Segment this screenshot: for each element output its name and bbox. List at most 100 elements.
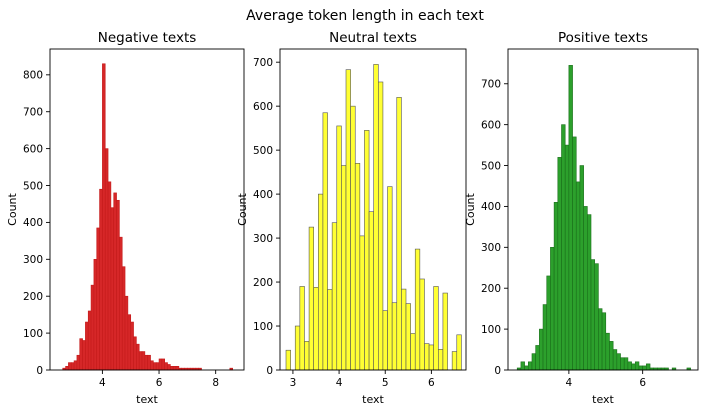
negative-texts-bar xyxy=(102,63,106,371)
neutral-texts-bar xyxy=(401,288,407,371)
positive-texts-bar xyxy=(535,345,540,371)
neutral-texts-x-tick-label: 6 xyxy=(428,377,435,389)
neutral-texts-y-tick-label: 400 xyxy=(253,189,273,201)
positive-texts-bar xyxy=(623,357,629,371)
neutral-texts-panel: 3 4 5 6 0 100 200 300 400 500 600 700 Neutral texts t… xyxy=(236,30,467,406)
neutral-texts-bar xyxy=(331,222,338,371)
negative-texts-bar xyxy=(119,236,123,371)
positive-texts-panel: 4 6 0 100 200 300 400 500 600 700 Positive texts te… xyxy=(464,30,699,406)
negative-texts-bars xyxy=(62,63,233,371)
positive-texts-bar xyxy=(572,136,577,371)
positive-texts-title: Positive texts xyxy=(558,30,648,46)
positive-texts-bar xyxy=(594,263,599,371)
negative-texts-y-tick-label: 200 xyxy=(23,291,43,303)
positive-texts-y-axis-label: Count xyxy=(464,192,477,225)
neutral-texts-bar xyxy=(354,163,361,371)
positive-texts-bar xyxy=(524,365,529,371)
positive-texts-bar xyxy=(527,361,533,371)
neutral-texts-title: Neutral texts xyxy=(329,30,417,46)
positive-texts-bar xyxy=(553,202,559,371)
neutral-texts-bar xyxy=(304,341,310,371)
positive-texts-bar xyxy=(616,353,621,371)
neutral-texts-bar xyxy=(368,211,374,371)
positive-texts-bar xyxy=(646,363,651,371)
negative-texts-bar xyxy=(138,351,143,371)
neutral-texts-bar xyxy=(396,97,402,371)
negative-texts-bar xyxy=(170,366,174,371)
neutral-texts-bar xyxy=(322,112,328,371)
negative-texts-bar xyxy=(87,310,92,371)
positive-texts-bar xyxy=(634,361,640,371)
negative-texts-bar xyxy=(164,362,168,371)
negative-texts-bar xyxy=(90,284,95,371)
positive-texts-bar xyxy=(609,341,614,371)
positive-texts-bar xyxy=(612,349,618,371)
negative-texts-bar xyxy=(110,207,115,371)
positive-texts-x-tick-label: 6 xyxy=(639,377,646,389)
neutral-texts-bar xyxy=(285,349,291,371)
positive-texts-bar xyxy=(564,144,570,371)
negative-texts-y-tick-label: 700 xyxy=(23,107,43,119)
positive-texts-bar xyxy=(638,365,643,371)
neutral-texts-bar xyxy=(345,69,351,371)
positive-texts-y-tick-label: 200 xyxy=(481,283,501,295)
negative-texts-bar xyxy=(161,358,165,371)
neutral-texts-bar xyxy=(433,286,439,371)
positive-texts-x-tick-label: 4 xyxy=(566,377,573,389)
neutral-texts-bar xyxy=(350,105,356,371)
negative-texts-bar xyxy=(99,188,103,371)
negative-texts-bar xyxy=(124,295,129,371)
negative-texts-bar xyxy=(93,259,98,371)
positive-texts-y-tick-label: 100 xyxy=(481,324,501,336)
neutral-texts-bar xyxy=(405,303,411,371)
negative-texts-bar xyxy=(73,360,78,371)
positive-texts-bar xyxy=(531,353,536,371)
negative-texts-y-tick-label: 500 xyxy=(23,180,43,192)
positive-texts-bar xyxy=(568,65,573,371)
negative-texts-bar xyxy=(79,338,83,371)
positive-texts-bar xyxy=(583,206,588,371)
neutral-texts-y-tick-label: 500 xyxy=(253,145,273,157)
neutral-texts-y-tick-label: 600 xyxy=(253,101,273,113)
negative-texts-bar xyxy=(70,362,75,371)
negative-texts-bar xyxy=(133,336,137,371)
negative-texts-bar xyxy=(82,340,86,371)
positive-texts-bar xyxy=(631,363,636,371)
negative-texts-y-tick-label: 400 xyxy=(23,217,43,229)
negative-texts-bar xyxy=(68,362,72,371)
negative-texts-x-tick-label: 8 xyxy=(212,377,219,389)
positive-texts-bar xyxy=(601,312,607,371)
neutral-texts-y-tick-label: 700 xyxy=(253,57,273,69)
negative-texts-y-axis-label: Count xyxy=(6,192,19,225)
neutral-texts-bar xyxy=(299,286,305,371)
neutral-texts-bar xyxy=(438,349,444,371)
neutral-texts-bar xyxy=(294,325,301,371)
negative-texts-bar xyxy=(127,314,132,371)
neutral-texts-x-tick-label: 3 xyxy=(290,377,297,389)
neutral-texts-bar xyxy=(442,292,448,371)
neutral-texts-bar xyxy=(341,165,347,371)
negative-texts-x-tick-label: 6 xyxy=(156,377,163,389)
negative-texts-bar xyxy=(116,199,120,371)
positive-texts-bar xyxy=(605,332,610,371)
negative-texts-bar xyxy=(113,192,117,371)
negative-texts-y-tick-label: 300 xyxy=(23,254,43,266)
positive-texts-bar xyxy=(620,357,625,371)
positive-texts-y-tick-label: 400 xyxy=(481,201,501,213)
negative-texts-title: Negative texts xyxy=(98,30,197,46)
neutral-texts-bar xyxy=(327,289,333,371)
figure-title: Average token length in each text xyxy=(246,8,484,24)
positive-texts-bar xyxy=(539,328,544,371)
negative-texts-bar xyxy=(144,354,149,371)
positive-texts-bar xyxy=(598,308,603,371)
positive-texts-bar xyxy=(561,124,566,371)
neutral-texts-bar xyxy=(313,287,319,371)
positive-texts-bars xyxy=(516,65,691,371)
positive-texts-y-tick-label: 500 xyxy=(481,160,501,172)
negative-texts-bar xyxy=(76,354,81,371)
negative-texts-bar xyxy=(96,227,100,371)
negative-texts-bar xyxy=(153,362,157,371)
negative-texts-bar xyxy=(172,366,177,371)
positive-texts-y-tick-label: 0 xyxy=(494,365,501,377)
